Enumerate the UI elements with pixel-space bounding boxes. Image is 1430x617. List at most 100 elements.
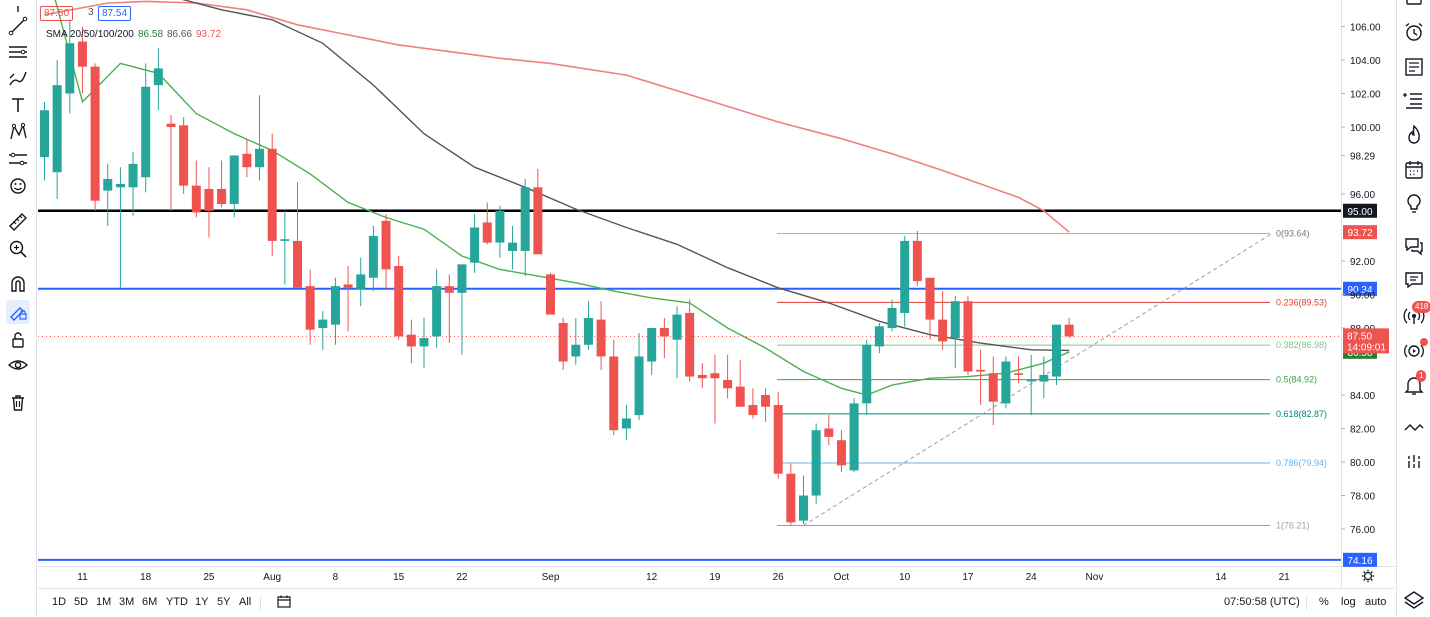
replay-dot: [1420, 338, 1428, 346]
log-toggle[interactable]: log: [1341, 596, 1356, 608]
percent-toggle[interactable]: %: [1319, 596, 1329, 608]
trend-line-icon[interactable]: [6, 14, 30, 38]
timeframe-5d[interactable]: 5D: [74, 596, 89, 608]
time-tick-label: 21: [1279, 572, 1291, 583]
candle-body: [1052, 324, 1061, 377]
candle-body: [419, 338, 429, 347]
price-tick-label: 100.00: [1350, 123, 1381, 134]
magnet-icon[interactable]: [6, 273, 30, 297]
candle: [761, 388, 771, 422]
candle: [799, 475, 808, 524]
candle-body: [482, 222, 492, 243]
divider: [1306, 596, 1307, 610]
time-tick-label: 10: [899, 572, 911, 583]
timeframe-3m[interactable]: 3M: [119, 596, 135, 608]
candle-body: [862, 344, 872, 404]
fib-icon[interactable]: [6, 40, 30, 64]
candle: [204, 167, 214, 238]
time-tick-label: 25: [203, 572, 215, 583]
zoom-icon[interactable]: [6, 237, 30, 261]
layers-icon[interactable]: [1402, 588, 1426, 612]
candle: [217, 160, 227, 208]
price-chart[interactable]: 95.00 90.34 74.16 0(93.64) 0.236(89.53) 0.38…: [0, 0, 1396, 588]
time-tick-label: Aug: [263, 572, 281, 583]
candle-body: [963, 301, 973, 372]
timeframe-1y[interactable]: 1Y: [195, 596, 209, 608]
dots-icon[interactable]: [1402, 450, 1426, 474]
price-tick-label: 102.00: [1350, 90, 1381, 101]
ideas-icon[interactable]: [1402, 88, 1426, 112]
candle: [128, 152, 138, 216]
candle-body: [571, 344, 581, 357]
candle: [558, 317, 568, 370]
timeframe-1m[interactable]: 1M: [96, 596, 112, 608]
hotlist-icon[interactable]: [1402, 123, 1426, 147]
lock-icon[interactable]: [6, 328, 30, 352]
candle: [470, 214, 480, 273]
trash-icon[interactable]: [6, 391, 30, 415]
price-axis[interactable]: 106.00 104.00 102.00 100.00 98.29 96.00 92.00 9…: [1341, 23, 1389, 537]
candle-body: [305, 286, 315, 330]
moving-averages: [44, 0, 1070, 396]
candle: [546, 272, 555, 315]
ruler-icon[interactable]: [6, 210, 30, 234]
bid-price[interactable]: 87.50: [40, 6, 74, 21]
timeframe-6m[interactable]: 6M: [142, 596, 158, 608]
timeframe-all[interactable]: All: [239, 596, 252, 608]
time-tick-label: 14: [1215, 572, 1227, 583]
emoji-icon[interactable]: [6, 174, 30, 198]
candle-body: [900, 240, 910, 313]
candle: [1014, 356, 1024, 384]
watchlist-icon[interactable]: [1402, 0, 1426, 18]
fib-level-label: 0.5(84.92): [1276, 375, 1317, 385]
candle-body: [179, 125, 189, 186]
prediction-icon[interactable]: [6, 147, 30, 171]
sma200-line: [44, 0, 1070, 233]
candle-body: [128, 163, 138, 188]
axis-settings-icon[interactable]: [1361, 569, 1375, 583]
time-tick-label: 22: [456, 572, 468, 583]
level-price-tag: [1343, 203, 1377, 218]
candle-body: [90, 66, 100, 201]
timeframe-5y[interactable]: 5Y: [217, 596, 231, 608]
calendar-icon[interactable]: [1402, 158, 1426, 182]
chat2-icon[interactable]: [1402, 268, 1426, 292]
fibonacci-retracement[interactable]: 0(93.64) 0.236(89.53) 0.382(86.98) 0.5(84.9…: [777, 229, 1327, 531]
pattern-icon[interactable]: [6, 120, 30, 144]
candle: [141, 63, 151, 193]
candle: [255, 95, 265, 181]
level-price-tag: [1343, 552, 1377, 567]
timeframe-1d[interactable]: 1D: [52, 596, 67, 608]
candle-body: [1001, 361, 1011, 404]
broadcast-icon[interactable]: [1402, 304, 1426, 328]
candle-body: [761, 395, 771, 407]
ask-price[interactable]: 87.54: [98, 6, 132, 21]
sma-label[interactable]: SMA 20/50/100/200: [46, 29, 134, 40]
brush-icon[interactable]: [6, 66, 30, 90]
time-axis[interactable]: 11 18 25 Aug 8 15 22 Sep 12 19 26 Oct 10 17 24 Nov 14 21: [77, 569, 1375, 583]
auto-toggle[interactable]: auto: [1365, 596, 1387, 608]
bulb-icon[interactable]: [1402, 192, 1426, 216]
notification-badge: 1: [1416, 370, 1427, 382]
candle-body: [723, 379, 733, 389]
candle: [52, 60, 62, 200]
spread: 3: [88, 7, 94, 18]
timeframe-ytd[interactable]: YTD: [166, 596, 188, 608]
gear-tooth: [1370, 571, 1373, 574]
candle: [976, 349, 986, 406]
clock-time[interactable]: 07:50:58 (UTC): [1224, 596, 1300, 608]
date-range-icon[interactable]: [276, 594, 292, 610]
wave-icon[interactable]: [1402, 416, 1426, 440]
chat-icon[interactable]: [1402, 234, 1426, 258]
candle: [103, 163, 113, 226]
lock-drawing-icon[interactable]: [6, 300, 30, 324]
candle-body: [1014, 373, 1024, 375]
alarm-icon[interactable]: [1402, 20, 1426, 44]
candle: [634, 333, 644, 421]
news-icon[interactable]: [1402, 55, 1426, 79]
time-tick-label: 12: [646, 572, 658, 583]
text-icon[interactable]: [6, 93, 30, 117]
eye-icon[interactable]: [6, 353, 30, 377]
candle-body: [558, 322, 568, 362]
cursor-icon[interactable]: [6, 2, 30, 26]
